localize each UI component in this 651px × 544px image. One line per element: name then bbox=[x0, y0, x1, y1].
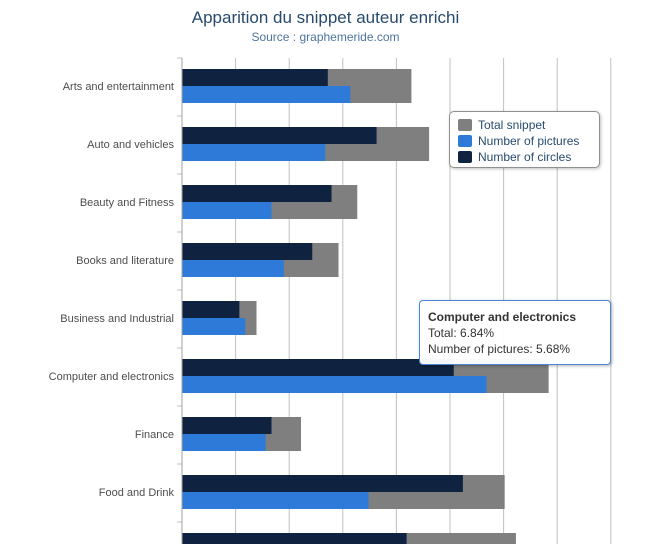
bar-circles-food-and-drink bbox=[182, 475, 463, 492]
bar-pictures-computer-and-electronics bbox=[182, 376, 487, 393]
category-label-auto-and-vehicles: Auto and vehicles bbox=[87, 139, 174, 151]
legend-label-number-of-pictures: Number of pictures bbox=[478, 134, 580, 148]
category-label-food-and-drink: Food and Drink bbox=[99, 487, 175, 499]
category-label-arts-and-entertainment: Arts and entertainment bbox=[63, 81, 174, 93]
bar-circles-arts-and-entertainment bbox=[182, 69, 328, 86]
legend-item-total-snippet[interactable]: Total snippet bbox=[458, 117, 599, 133]
bar-circles-business-and-industrial bbox=[182, 301, 240, 318]
chart-title: Apparition du snippet auteur enrichi bbox=[191, 8, 460, 27]
legend-label-number-of-circles: Number of circles bbox=[478, 150, 572, 164]
chart-subtitle: Source : graphemeride.com bbox=[251, 30, 400, 44]
bar-pictures-books-and-literature bbox=[182, 260, 284, 277]
legend-swatch-number-of-circles bbox=[458, 151, 472, 163]
category-label-finance: Finance bbox=[135, 429, 174, 441]
category-label-computer-and-electronics: Computer and electronics bbox=[49, 371, 175, 383]
bar-pictures-food-and-drink bbox=[182, 492, 369, 509]
legend-item-number-of-circles[interactable]: Number of circles bbox=[458, 149, 599, 165]
category-label-books-and-literature: Books and literature bbox=[76, 255, 174, 267]
bar-circles-auto-and-vehicles bbox=[182, 127, 377, 144]
bar-pictures-business-and-industrial bbox=[182, 318, 246, 335]
bar-circles-beauty-and-fitness bbox=[182, 185, 332, 202]
legend-swatch-number-of-pictures bbox=[458, 135, 472, 147]
bar-pictures-arts-and-entertainment bbox=[182, 86, 351, 103]
category-label-business-and-industrial: Business and Industrial bbox=[60, 313, 174, 325]
legend-label-total-snippet: Total snippet bbox=[478, 118, 546, 132]
bar-circles-category-8 bbox=[182, 533, 407, 544]
tooltip: Computer and electronics Total: 6.84% Nu… bbox=[419, 300, 611, 365]
bar-circles-finance bbox=[182, 417, 272, 434]
bar-circles-books-and-literature bbox=[182, 243, 313, 260]
bar-pictures-auto-and-vehicles bbox=[182, 144, 326, 161]
bar-pictures-beauty-and-fitness bbox=[182, 202, 272, 219]
category-label-beauty-and-fitness: Beauty and Fitness bbox=[80, 197, 175, 209]
tooltip-line-total: Total: 6.84% bbox=[428, 326, 495, 340]
bar-pictures-finance bbox=[182, 434, 266, 451]
legend-item-number-of-pictures[interactable]: Number of pictures bbox=[458, 133, 599, 149]
legend-swatch-total-snippet bbox=[458, 119, 472, 131]
tooltip-title: Computer and electronics bbox=[428, 310, 577, 324]
tooltip-line-pictures: Number of pictures: 5.68% bbox=[428, 342, 571, 356]
bar-circles-computer-and-electronics bbox=[182, 359, 454, 376]
legend: Total snippet Number of pictures Number … bbox=[449, 111, 600, 168]
